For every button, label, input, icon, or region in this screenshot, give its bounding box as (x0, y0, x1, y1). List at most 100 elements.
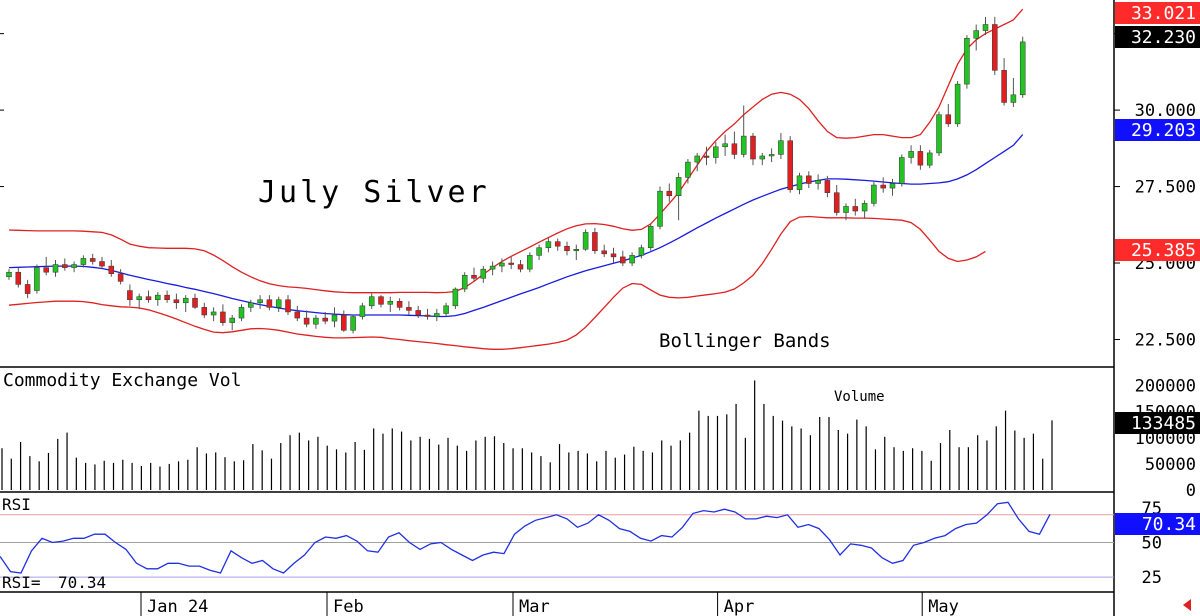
candle-body (629, 255, 635, 264)
candle-body (647, 226, 654, 248)
rsi-line (0, 501, 1051, 574)
candle (415, 305, 421, 319)
candle (331, 307, 338, 328)
candle-body (443, 305, 449, 314)
volume-tick-label: 50000 (1145, 455, 1196, 475)
candle (434, 308, 440, 322)
candle (731, 131, 738, 160)
candle (480, 266, 487, 283)
candle-body (15, 271, 22, 285)
lower-band-badge-text: 25.385 (1131, 240, 1196, 261)
scroll-left-arrow-icon[interactable] (1183, 599, 1191, 611)
candle (341, 310, 347, 332)
candle (238, 304, 245, 322)
candle-body (350, 316, 356, 331)
volume-bars (1, 380, 1053, 490)
candle (554, 238, 561, 251)
candle-body (313, 317, 319, 325)
candle-body (713, 146, 719, 158)
candle-body (573, 249, 580, 252)
candle-body (136, 296, 142, 300)
candle-body (750, 135, 756, 160)
candle-body (936, 114, 942, 154)
candle-body (434, 313, 440, 317)
candle (461, 272, 468, 293)
candle-body (396, 300, 403, 308)
candle-body (992, 24, 998, 71)
candle (1010, 77, 1017, 108)
volume-badge-bg (1115, 412, 1200, 434)
candle-body (852, 206, 859, 212)
candle-body (722, 143, 728, 148)
candle (926, 149, 933, 169)
middle-band-badge-text: 29.203 (1131, 120, 1196, 141)
candle-body (843, 206, 849, 213)
date-tick-label: Apr (724, 597, 755, 616)
rsi-readout-value: 70.34 (58, 573, 106, 592)
candle-body (229, 317, 235, 323)
candle (973, 24, 979, 51)
date-tick-label: Jan 24 (147, 597, 208, 616)
candle (713, 142, 719, 164)
candle (536, 244, 542, 260)
candle (15, 267, 22, 288)
candlestick-series (6, 16, 1026, 334)
candle-body (954, 83, 961, 125)
candle-body (303, 317, 310, 325)
candle-body (145, 296, 152, 300)
candle (266, 295, 273, 311)
candle (136, 293, 142, 309)
candle (229, 315, 235, 331)
candle (564, 241, 570, 256)
candle (852, 198, 859, 216)
candle (657, 186, 663, 230)
candle (257, 295, 263, 309)
candle (350, 315, 356, 334)
candle-body (545, 241, 552, 248)
candle (740, 105, 747, 158)
candle (452, 287, 459, 309)
lower-band-badge-bg (1115, 239, 1200, 261)
candle-body (173, 299, 180, 304)
upper-band-badge: 33.021 (1115, 2, 1200, 24)
candle (62, 258, 68, 271)
candle-body (601, 250, 607, 255)
candle (396, 298, 403, 311)
candle (6, 269, 12, 280)
bands-label: Bollinger Bands (659, 330, 831, 352)
candle (322, 311, 328, 325)
rsi-readout-label: RSI= (2, 573, 41, 592)
candle-body (815, 180, 821, 184)
candle-body (564, 245, 570, 252)
middle-band-line (8, 134, 1024, 318)
candle-body (99, 261, 105, 267)
candle (992, 16, 998, 75)
candle-body (694, 155, 700, 163)
panel-frames (0, 0, 1115, 616)
candle (303, 310, 310, 328)
candle-body (861, 203, 868, 212)
candle-body (341, 314, 347, 331)
candle (117, 269, 124, 285)
candle-body (620, 256, 626, 264)
date-tick-label: May (928, 597, 959, 616)
candle (638, 244, 645, 259)
candle-body (880, 184, 886, 189)
candle-body (499, 262, 505, 267)
candle (1001, 58, 1007, 106)
candle (527, 252, 533, 273)
candle (508, 256, 514, 270)
candle (880, 177, 886, 193)
candle-body (982, 24, 989, 31)
candle-body (703, 155, 710, 158)
candle (787, 136, 793, 193)
candle (108, 259, 115, 277)
lower-band-badge: 25.385 (1115, 239, 1200, 261)
candle-body (275, 299, 282, 308)
candle-body (973, 30, 979, 39)
candle-body (1019, 41, 1026, 96)
candle-body (908, 151, 914, 158)
candle-body (666, 190, 673, 196)
candle (908, 145, 914, 164)
